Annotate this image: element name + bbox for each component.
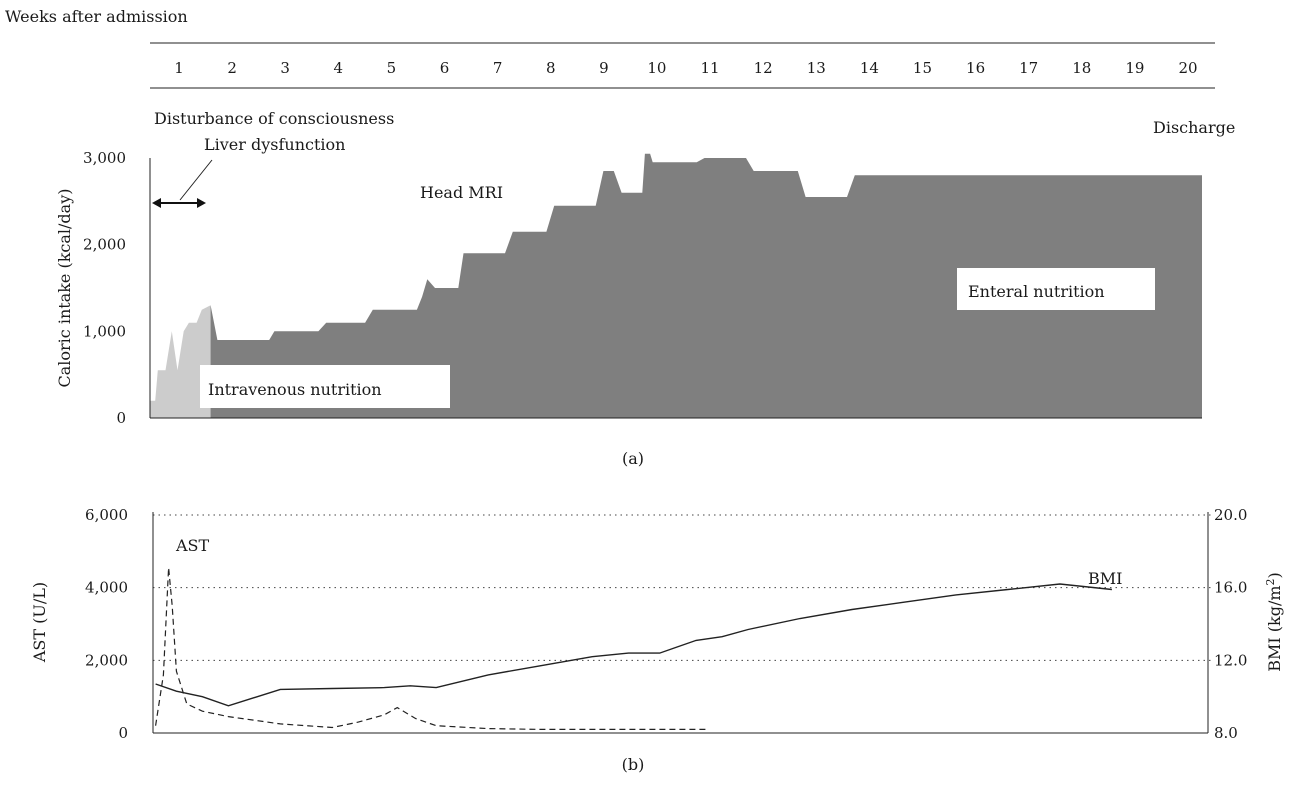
week-number: 4 [334, 59, 344, 77]
panel-b-right-tick: 16.0 [1214, 579, 1247, 597]
panel-a-y-tick-labels: 0 1,000 2,000 3,000 [83, 149, 126, 427]
week-number: 8 [546, 59, 556, 77]
panel-b-left-tick: 2,000 [85, 651, 128, 669]
bmi-series-label: BMI [1088, 569, 1122, 588]
panel-b-right-tick: 8.0 [1214, 724, 1238, 742]
head-mri-annotation: Head MRI [420, 183, 503, 202]
week-number: 1 [174, 59, 184, 77]
week-number: 3 [280, 59, 290, 77]
week-number: 20 [1178, 59, 1197, 77]
week-number-row: 1 2 3 4 5 6 7 8 9 10 11 12 13 14 15 16 17 18 19 20 [174, 59, 1197, 77]
week-number: 7 [493, 59, 503, 77]
panel-b-right-axis-label: BMI (kg/m2) [1264, 572, 1285, 672]
week-number: 18 [1072, 59, 1091, 77]
panel-b-ast-bmi: 0 2,000 4,000 6,000 8.0 12.0 16.0 20.0 AST BMI… [30, 506, 1284, 742]
panel-b-right-tick-labels: 8.0 12.0 16.0 20.0 [1214, 506, 1247, 742]
panel-b-gridlines [153, 514, 1212, 734]
panel-a-y-tick: 2,000 [83, 236, 126, 254]
panel-b-left-tick: 4,000 [85, 579, 128, 597]
panel-a-y-tick: 0 [116, 409, 126, 427]
ast-series-line [155, 567, 707, 730]
bmi-series-line [155, 583, 1112, 707]
week-number: 9 [599, 59, 609, 77]
week-number: 14 [860, 59, 879, 77]
liver-pointer-line [179, 159, 213, 201]
week-number: 12 [754, 59, 773, 77]
enteral-nutrition-area [210, 153, 1203, 418]
panel-a-caloric-intake: 0 1,000 2,000 3,000 Caloric intake (kcal/da… [55, 109, 1235, 427]
ast-series-label: AST [175, 536, 210, 555]
week-number: 11 [701, 59, 720, 77]
week-number: 2 [227, 59, 237, 77]
arrow-head-left [152, 198, 161, 208]
week-number: 15 [913, 59, 932, 77]
enteral-label-box [957, 268, 1155, 310]
panel-b-left-tick: 6,000 [85, 506, 128, 524]
disturbance-annotation: Disturbance of consciousness [154, 109, 394, 128]
week-number: 19 [1125, 59, 1144, 77]
intravenous-label-box [200, 365, 450, 408]
panel-b-right-tick: 20.0 [1214, 506, 1247, 524]
panel-b-left-tick: 0 [118, 724, 128, 742]
weeks-after-admission-label: Weeks after admission [5, 7, 188, 26]
week-number: 16 [966, 59, 985, 77]
week-number: 10 [647, 59, 666, 77]
panel-b-left-axis-label: AST (U/L) [30, 582, 49, 663]
week-number: 6 [440, 59, 450, 77]
panel-a-y-tick: 1,000 [83, 322, 126, 340]
panel-b-right-tick: 12.0 [1214, 651, 1247, 669]
panel-a-caption: (a) [622, 449, 644, 468]
week-number: 5 [387, 59, 397, 77]
enteral-label: Enteral nutrition [968, 282, 1105, 301]
week-number: 13 [807, 59, 826, 77]
liver-dysfunction-annotation: Liver dysfunction [204, 135, 345, 154]
arrow-head-right [197, 198, 206, 208]
discharge-annotation: Discharge [1153, 118, 1235, 137]
panel-a-y-axis-label: Caloric intake (kcal/day) [55, 189, 74, 388]
panel-a-y-tick: 3,000 [83, 149, 126, 167]
intravenous-label: Intravenous nutrition [208, 380, 382, 399]
panel-b-left-tick-labels: 0 2,000 4,000 6,000 [85, 506, 128, 742]
panel-b-caption: (b) [622, 755, 645, 774]
week-number: 17 [1019, 59, 1038, 77]
